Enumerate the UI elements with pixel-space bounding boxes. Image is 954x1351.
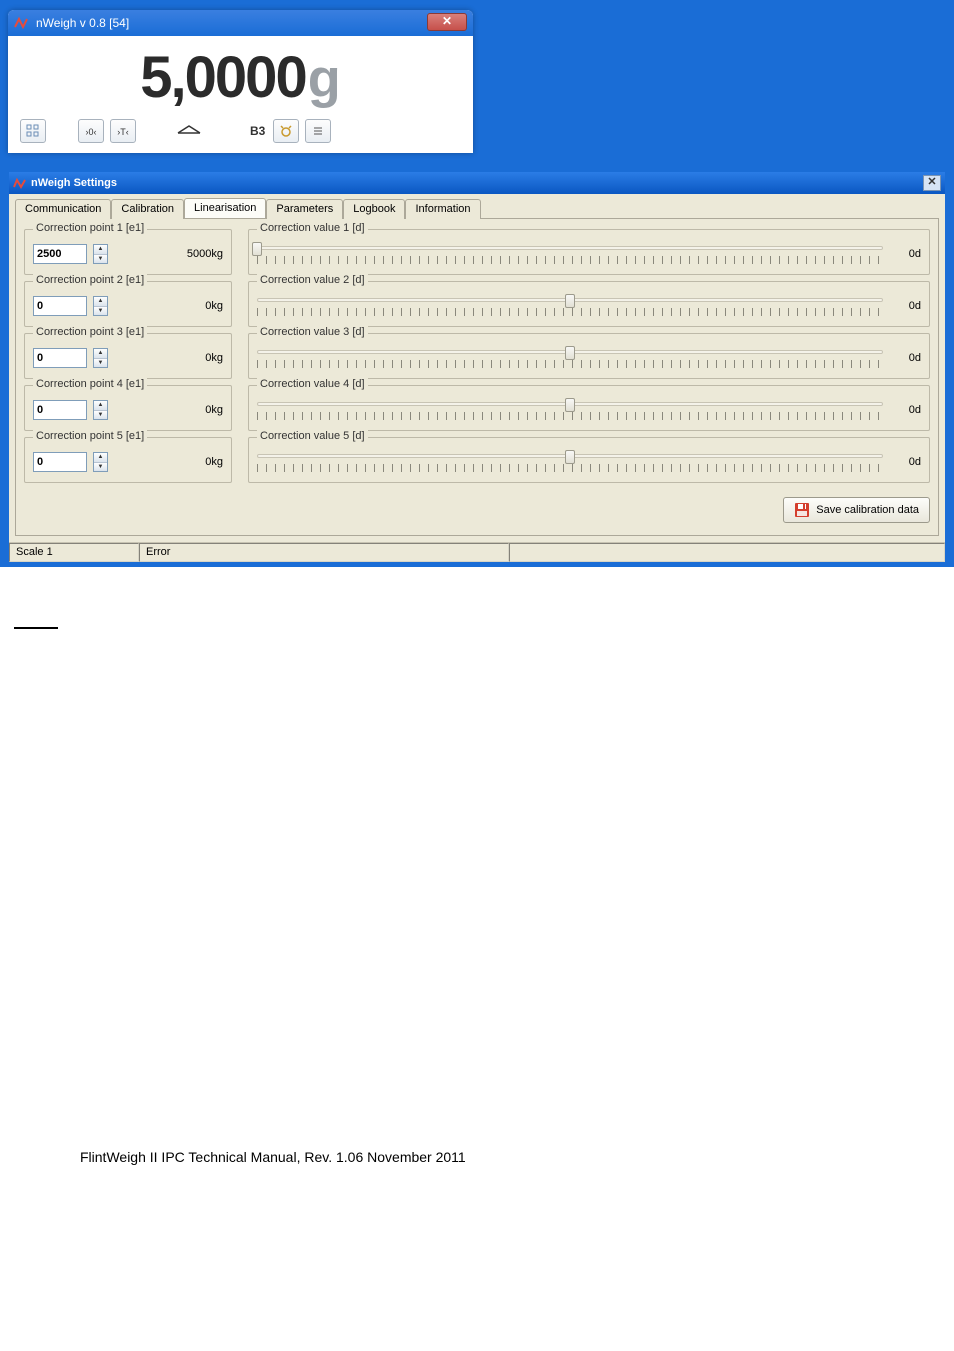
svg-text:›0‹: ›0‹: [86, 127, 97, 137]
list-icon-button[interactable]: [305, 119, 331, 143]
tab-calibration[interactable]: Calibration: [111, 199, 184, 219]
correction-value-group-1: Correction value 1 [d] 0d: [248, 229, 930, 275]
spinner-1[interactable]: ▲▼: [93, 244, 108, 264]
correction-row-2: Correction point 2 [e1] ▲▼ 0kg Correctio…: [24, 281, 930, 327]
correction-value-group-2: Correction value 2 [d] 0d: [248, 281, 930, 327]
correction-slider-2[interactable]: [257, 292, 883, 320]
spinner-3[interactable]: ▲▼: [93, 348, 108, 368]
correction-point-input-5[interactable]: [33, 452, 87, 472]
status-bar: Scale 1 Error: [9, 542, 945, 562]
correction-slider-1[interactable]: [257, 240, 883, 268]
correction-value-group-5: Correction value 5 [d] 0d: [248, 437, 930, 483]
correction-point-label: Correction point 1 [e1]: [33, 222, 147, 234]
correction-value-label: Correction value 4 [d]: [257, 378, 368, 390]
correction-point-label: Correction point 5 [e1]: [33, 430, 147, 442]
correction-slider-3[interactable]: [257, 344, 883, 372]
correction-value-label: Correction value 2 [d]: [257, 274, 368, 286]
tab-strip: CommunicationCalibrationLinearisationPar…: [9, 194, 945, 218]
correction-slider-4[interactable]: [257, 396, 883, 424]
correction-row-5: Correction point 5 [e1] ▲▼ 0kg Correctio…: [24, 437, 930, 483]
spinner-2[interactable]: ▲▼: [93, 296, 108, 316]
correction-value-label: Correction value 3 [d]: [257, 326, 368, 338]
correction-point-unit: 0kg: [205, 300, 223, 312]
save-calibration-button[interactable]: Save calibration data: [783, 497, 930, 523]
correction-point-input-4[interactable]: [33, 400, 87, 420]
settings-title: nWeigh Settings: [31, 177, 923, 189]
close-button[interactable]: ✕: [427, 13, 467, 31]
correction-point-unit: 0kg: [205, 352, 223, 364]
weigh-toolbar: ›0‹ ›T‹ B3: [8, 113, 473, 153]
status-error: Error: [139, 543, 509, 562]
correction-point-unit: 0kg: [205, 456, 223, 468]
zero-button[interactable]: ›0‹: [78, 119, 104, 143]
save-icon: [794, 502, 810, 518]
correction-point-group-4: Correction point 4 [e1] ▲▼ 0kg: [24, 385, 232, 431]
correction-point-unit: 0kg: [205, 404, 223, 416]
correction-value-d: 0d: [893, 352, 921, 364]
status-scale: Scale 1: [9, 543, 139, 562]
correction-point-input-1[interactable]: [33, 244, 87, 264]
tab-information[interactable]: Information: [405, 199, 480, 219]
correction-point-label: Correction point 2 [e1]: [33, 274, 147, 286]
alarm-icon-button[interactable]: [273, 119, 299, 143]
correction-value-d: 0d: [893, 456, 921, 468]
settings-app-icon: [13, 176, 27, 190]
weight-value: 5,0000: [140, 44, 305, 111]
correction-value-group-3: Correction value 3 [d] 0d: [248, 333, 930, 379]
status-empty: [509, 543, 945, 562]
weight-unit: g: [308, 48, 341, 110]
save-label: Save calibration data: [816, 504, 919, 516]
correction-point-group-3: Correction point 3 [e1] ▲▼ 0kg: [24, 333, 232, 379]
settings-titlebar: nWeigh Settings ✕: [9, 172, 945, 194]
weigh-title: nWeigh v 0.8 [54]: [36, 16, 129, 30]
settings-window: nWeigh Settings ✕ CommunicationCalibrati…: [8, 171, 946, 563]
correction-point-unit: 5000kg: [187, 248, 223, 260]
tab-communication[interactable]: Communication: [15, 199, 111, 219]
correction-row-3: Correction point 3 [e1] ▲▼ 0kg Correctio…: [24, 333, 930, 379]
correction-point-group-1: Correction point 1 [e1] ▲▼ 5000kg: [24, 229, 232, 275]
level-icon: [176, 123, 202, 140]
correction-point-input-2[interactable]: [33, 296, 87, 316]
footer-text: FlintWeigh II IPC Technical Manual, Rev.…: [0, 1149, 954, 1205]
correction-row-4: Correction point 4 [e1] ▲▼ 0kg Correctio…: [24, 385, 930, 431]
correction-row-1: Correction point 1 [e1] ▲▼ 5000kg Correc…: [24, 229, 930, 275]
correction-value-label: Correction value 5 [d]: [257, 430, 368, 442]
app-icon: [14, 15, 30, 31]
correction-point-label: Correction point 4 [e1]: [33, 378, 147, 390]
footer-divider: [14, 627, 58, 629]
correction-point-label: Correction point 3 [e1]: [33, 326, 147, 338]
correction-slider-5[interactable]: [257, 448, 883, 476]
tab-parameters[interactable]: Parameters: [266, 199, 343, 219]
spinner-4[interactable]: ▲▼: [93, 400, 108, 420]
correction-point-group-5: Correction point 5 [e1] ▲▼ 0kg: [24, 437, 232, 483]
weigh-display-window: nWeigh v 0.8 [54] ✕ 5,0000g ›0‹ ›T‹ B3: [8, 10, 473, 153]
svg-text:›T‹: ›T‹: [117, 127, 129, 137]
grid-icon-button[interactable]: [20, 119, 46, 143]
weigh-titlebar: nWeigh v 0.8 [54] ✕: [8, 10, 473, 36]
correction-value-d: 0d: [893, 404, 921, 416]
tab-logbook[interactable]: Logbook: [343, 199, 405, 219]
spinner-5[interactable]: ▲▼: [93, 452, 108, 472]
b-label: B3: [250, 124, 265, 138]
correction-point-input-3[interactable]: [33, 348, 87, 368]
tab-linearisation[interactable]: Linearisation: [184, 198, 266, 218]
linearisation-panel: Correction point 1 [e1] ▲▼ 5000kg Correc…: [15, 218, 939, 536]
weight-display: 5,0000g: [8, 36, 473, 113]
settings-close-button[interactable]: ✕: [923, 175, 941, 191]
correction-point-group-2: Correction point 2 [e1] ▲▼ 0kg: [24, 281, 232, 327]
correction-value-d: 0d: [893, 248, 921, 260]
correction-value-d: 0d: [893, 300, 921, 312]
tare-button[interactable]: ›T‹: [110, 119, 136, 143]
correction-value-group-4: Correction value 4 [d] 0d: [248, 385, 930, 431]
correction-value-label: Correction value 1 [d]: [257, 222, 368, 234]
